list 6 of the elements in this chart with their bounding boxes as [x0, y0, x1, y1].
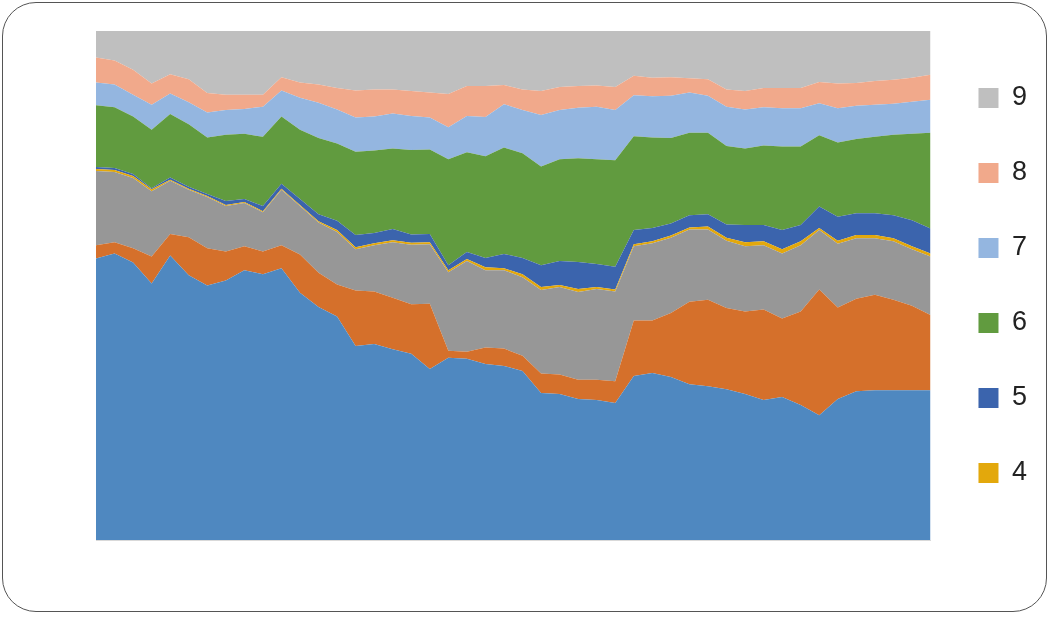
legend-label: 7: [1011, 231, 1028, 262]
legend-label: 5: [1011, 381, 1028, 412]
legend-label: 8: [1011, 156, 1028, 187]
legend-label: 6: [1011, 306, 1028, 337]
legend-label: 4: [1011, 456, 1028, 487]
legend-label: 9: [1011, 81, 1028, 112]
